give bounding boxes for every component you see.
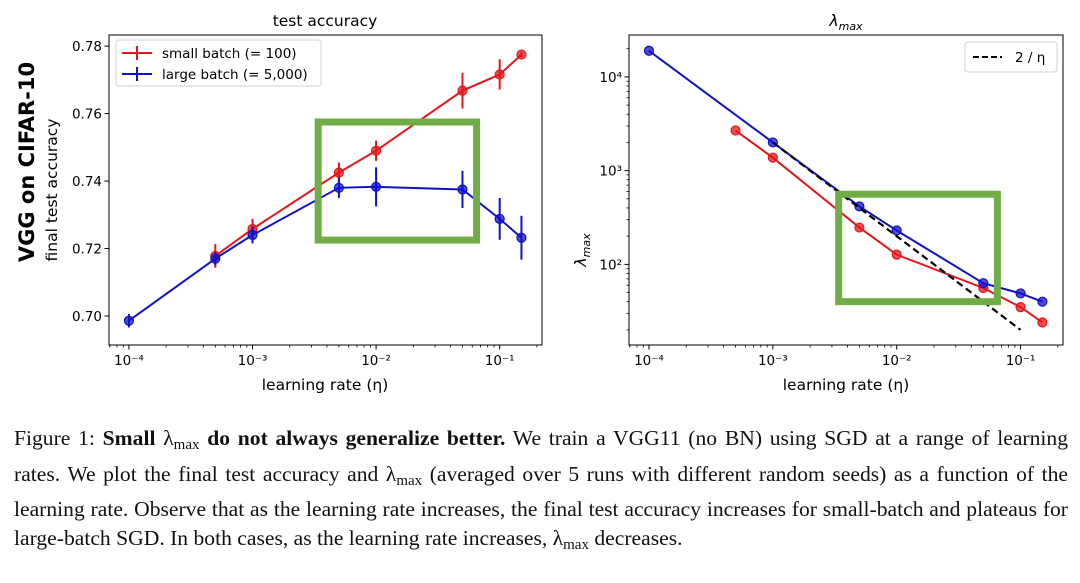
- caption-lambda: λmax: [552, 525, 589, 553]
- data-point: [730, 125, 741, 136]
- caption-text-2: (averaged over 5 runs with different ran…: [14, 461, 1068, 550]
- y-tick-label: 0.70: [72, 309, 102, 325]
- axes-frame: [108, 34, 543, 346]
- chart-test-accuracy: test accuracy final test accuracy learni…: [43, 12, 543, 394]
- data-point: [1015, 288, 1026, 299]
- data-point: [333, 182, 344, 193]
- ylabel-sub: max: [580, 233, 593, 257]
- lambda-subscript: max: [563, 536, 589, 553]
- y-axis-label: λmax: [572, 233, 593, 268]
- legend-label-small-batch: small batch (= 100): [162, 46, 297, 62]
- data-point: [494, 69, 505, 80]
- y-tick-label: 0.76: [72, 107, 102, 123]
- lambda-subscript: max: [173, 437, 200, 453]
- legend: 2 / η: [964, 41, 1058, 73]
- data-point: [643, 45, 655, 56]
- lambda-symbol: λ: [552, 525, 564, 550]
- highlight-box: [314, 118, 481, 244]
- data-point: [210, 253, 221, 264]
- title-base: λ: [828, 12, 838, 30]
- y-tick-label: 10³: [599, 164, 622, 180]
- axes-frame: [628, 34, 1064, 346]
- caption-label: Figure 1:: [14, 426, 95, 450]
- row-label: VGG on CIFAR-10: [15, 62, 39, 262]
- data-point: [457, 184, 468, 195]
- y-axis-label: final test accuracy: [43, 119, 61, 262]
- y-tick-label: 10⁴: [599, 70, 622, 86]
- data-point: [123, 315, 135, 326]
- data-point: [767, 152, 778, 163]
- data-point: [370, 145, 382, 156]
- data-point: [891, 249, 902, 260]
- data-point: [494, 213, 505, 224]
- title-sub: max: [839, 20, 863, 33]
- data-point: [978, 278, 989, 289]
- lambda-subscript: max: [396, 472, 423, 489]
- chart-title: test accuracy: [273, 12, 378, 30]
- data-point: [370, 181, 382, 192]
- x-tick-label: 10⁻²: [882, 353, 912, 369]
- legend-label-large-batch: large batch (= 5,000): [162, 67, 308, 83]
- data-point: [1037, 317, 1048, 328]
- data-point: [333, 167, 344, 178]
- y-tick-label: 0.74: [72, 174, 102, 190]
- x-tick-label: 10⁻⁴: [634, 353, 664, 369]
- x-tick-label: 10⁻¹: [485, 353, 515, 369]
- ylabel-base: λ: [572, 257, 590, 267]
- x-tick-label: 10⁻²: [361, 353, 391, 369]
- caption-bold-pre: Small: [102, 426, 156, 450]
- series-line-1: [128, 185, 523, 322]
- data-point: [516, 49, 527, 60]
- legend-frame: [115, 39, 322, 87]
- y-tick-label: 0.78: [72, 39, 102, 55]
- chart-lambda-max: λmax λmax learning rate (η) 10⁻⁴ 10⁻³ 10⁻²…: [572, 12, 1064, 394]
- data-point: [1037, 296, 1048, 307]
- data-point: [891, 225, 902, 236]
- y-tick-label: 10²: [599, 257, 622, 273]
- data-point: [247, 229, 258, 241]
- highlight-box: [835, 190, 1001, 306]
- legend-label-2-over-eta: 2 / η: [1015, 50, 1045, 66]
- x-tick-label: 10⁻⁴: [114, 353, 144, 369]
- x-tick-label: 10⁻³: [758, 353, 788, 369]
- y-tick-label: 0.72: [72, 242, 102, 258]
- figure-caption: Figure 1: Small λmax do not always gener…: [14, 424, 1068, 559]
- x-axis-label: learning rate (η): [262, 376, 389, 394]
- figure-canvas: VGG on CIFAR-10 test accuracy final test…: [15, 12, 1064, 394]
- data-point: [516, 232, 527, 243]
- legend: small batch (= 100) large batch (= 5,000…: [115, 39, 322, 87]
- series-line-1: [648, 49, 1043, 303]
- x-axis-label: learning rate (η): [783, 376, 910, 394]
- x-tick-label: 10⁻³: [238, 353, 268, 369]
- caption-lambda: λmax: [163, 426, 200, 453]
- caption-end: decreases.: [594, 525, 683, 550]
- data-point: [457, 85, 468, 96]
- lambda-symbol: λ: [163, 426, 174, 450]
- caption-text-1: We train a VGG11 (no BN) using SGD at a …: [14, 426, 1068, 486]
- caption-lambda: λmax: [385, 461, 423, 489]
- data-point: [854, 222, 865, 233]
- lambda-symbol: λ: [385, 461, 397, 486]
- caption-bold-post: do not always generalize better.: [207, 426, 506, 450]
- legend-frame: [964, 41, 1058, 73]
- x-tick-label: 10⁻¹: [1006, 353, 1036, 369]
- chart-title: λmax: [828, 12, 863, 33]
- data-point: [1015, 302, 1026, 313]
